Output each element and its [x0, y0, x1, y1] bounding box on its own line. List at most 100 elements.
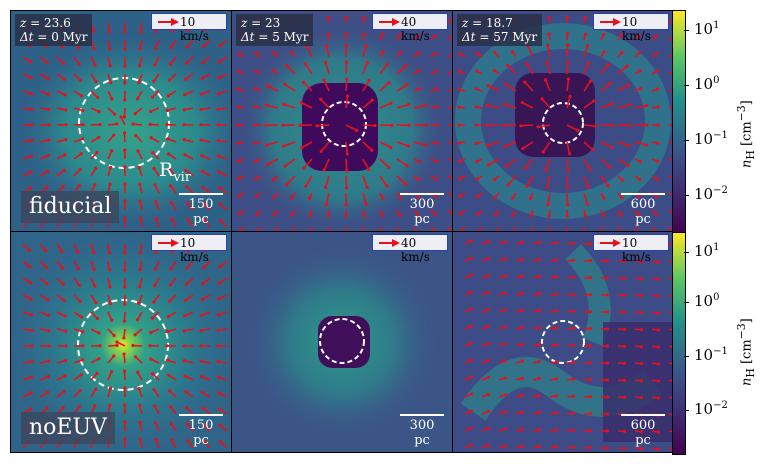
velocity-arrow-head — [485, 123, 489, 127]
velocity-arrow-head — [622, 429, 626, 433]
velocity-arrow-head — [122, 319, 127, 323]
velocity-arrow-head — [78, 78, 83, 82]
velocity-arrow-head — [457, 159, 461, 163]
velocity-arrow-head — [571, 445, 575, 449]
velocity-arrow-head — [571, 428, 575, 432]
velocity-arrow — [583, 45, 589, 58]
velocity-arrow-head — [503, 257, 507, 261]
velocity-arrow-head — [46, 169, 50, 173]
colorbar-label: nH [cm−3] — [735, 100, 757, 168]
velocity-arrow — [362, 192, 367, 205]
velocity-legend: 10 km/s — [151, 234, 227, 264]
velocity-arrow-head — [201, 281, 205, 286]
velocity-arrow-head — [265, 84, 269, 88]
velocity-arrow-head — [605, 276, 609, 280]
velocity-arrow-head — [469, 324, 473, 328]
velocity-arrow-head — [167, 389, 172, 393]
velocity-arrow-head — [536, 125, 540, 129]
velocity-arrow-head — [529, 196, 533, 201]
velocity-arrow-head — [150, 316, 154, 320]
velocity-arrow — [286, 175, 296, 186]
velocity-arrow — [447, 141, 452, 144]
velocity-arrow-head — [152, 388, 156, 392]
velocity-arrow — [303, 81, 313, 92]
velocity-arrow-head — [46, 374, 50, 379]
virial-radius-circle — [319, 318, 365, 364]
velocity-arrow — [324, 62, 330, 75]
velocity-arrow-head — [123, 420, 127, 424]
velocity-arrow-head — [200, 297, 204, 302]
velocity-arrow-head — [216, 375, 221, 379]
velocity-arrow-head — [656, 87, 660, 91]
velocity-arrow-head — [45, 60, 49, 65]
velocity-arrow-head — [95, 316, 99, 321]
velocity-arrow-head — [610, 145, 614, 149]
velocity-arrow-head — [486, 392, 490, 397]
velocity-arrow — [306, 45, 313, 58]
velocity-arrow-head — [93, 63, 97, 67]
velocity-arrow-head — [319, 97, 323, 101]
velocity-arrow-head — [475, 177, 479, 181]
velocity-arrow-head — [166, 315, 170, 319]
velocity-arrow-head — [639, 260, 643, 264]
velocity-arrow-head — [62, 77, 66, 81]
velocity-arrow-head — [169, 421, 173, 425]
colorbar-tick: 10−2 — [694, 400, 728, 418]
velocity-arrow-head — [95, 95, 100, 99]
velocity-arrow-head — [254, 69, 258, 73]
velocity-arrow-head — [150, 95, 154, 99]
velocity-arrow-head — [299, 101, 303, 105]
velocity-arrow — [600, 141, 613, 149]
velocity-arrow-head — [520, 427, 524, 431]
velocity-arrow-head — [29, 391, 33, 395]
velocity-arrow-head — [627, 144, 631, 148]
velocity-arrow-head — [168, 405, 173, 409]
velocity-arrow-head — [93, 284, 97, 288]
velocity-arrow-head — [608, 165, 612, 169]
velocity-arrow-head — [622, 293, 626, 297]
velocity-arrow-head — [107, 268, 112, 272]
velocity-arrow-head — [655, 159, 660, 163]
velocity-arrow — [413, 104, 426, 109]
velocity-arrow-head — [380, 213, 384, 218]
velocity-arrow-head — [109, 165, 113, 169]
velocity-arrow-head — [619, 33, 623, 37]
velocity-arrow-head — [165, 108, 169, 113]
velocity-arrow-head — [404, 64, 408, 68]
velocity-arrow-head — [566, 203, 570, 207]
velocity-arrow-head — [282, 144, 286, 148]
velocity-arrow-head — [94, 79, 98, 84]
velocity-arrow-head — [486, 256, 490, 261]
velocity-arrow-head — [285, 63, 289, 68]
velocity-arrow-head — [554, 326, 558, 330]
velocity-arrow-head — [237, 69, 241, 73]
velocity-arrow-head — [135, 97, 140, 101]
velocity-arrow-head — [218, 265, 222, 269]
velocity-arrow — [323, 79, 330, 92]
velocity-arrow-head — [93, 183, 97, 187]
velocity-arrow-head — [639, 277, 643, 281]
velocity-arrow-head — [182, 329, 186, 333]
velocity-arrow-head — [503, 342, 507, 346]
velocity-arrow-head — [380, 32, 384, 37]
velocity-arrow — [617, 141, 630, 147]
velocity-arrow-head — [138, 420, 142, 424]
velocity-arrow-head — [199, 123, 203, 127]
velocity-arrow — [396, 65, 407, 75]
velocity-arrow-head — [152, 300, 156, 304]
rvir-label: Rvir — [159, 159, 192, 185]
velocity-arrow-head — [308, 214, 312, 218]
velocity-arrow-head — [123, 268, 127, 272]
velocity-arrow-head — [469, 358, 473, 362]
velocity-arrow-head — [469, 307, 473, 311]
velocity-arrow-head — [554, 428, 558, 432]
velocity-arrow-head — [434, 69, 438, 73]
velocity-arrow-head — [608, 81, 612, 85]
velocity-arrow-head — [326, 15, 330, 19]
velocity-arrow-head — [588, 79, 593, 83]
velocity-arrow — [447, 106, 452, 109]
velocity-arrow-head — [112, 354, 116, 358]
velocity-arrow-head — [323, 60, 328, 65]
velocity-arrow — [316, 124, 330, 127]
velocity-arrow-head — [45, 282, 49, 286]
